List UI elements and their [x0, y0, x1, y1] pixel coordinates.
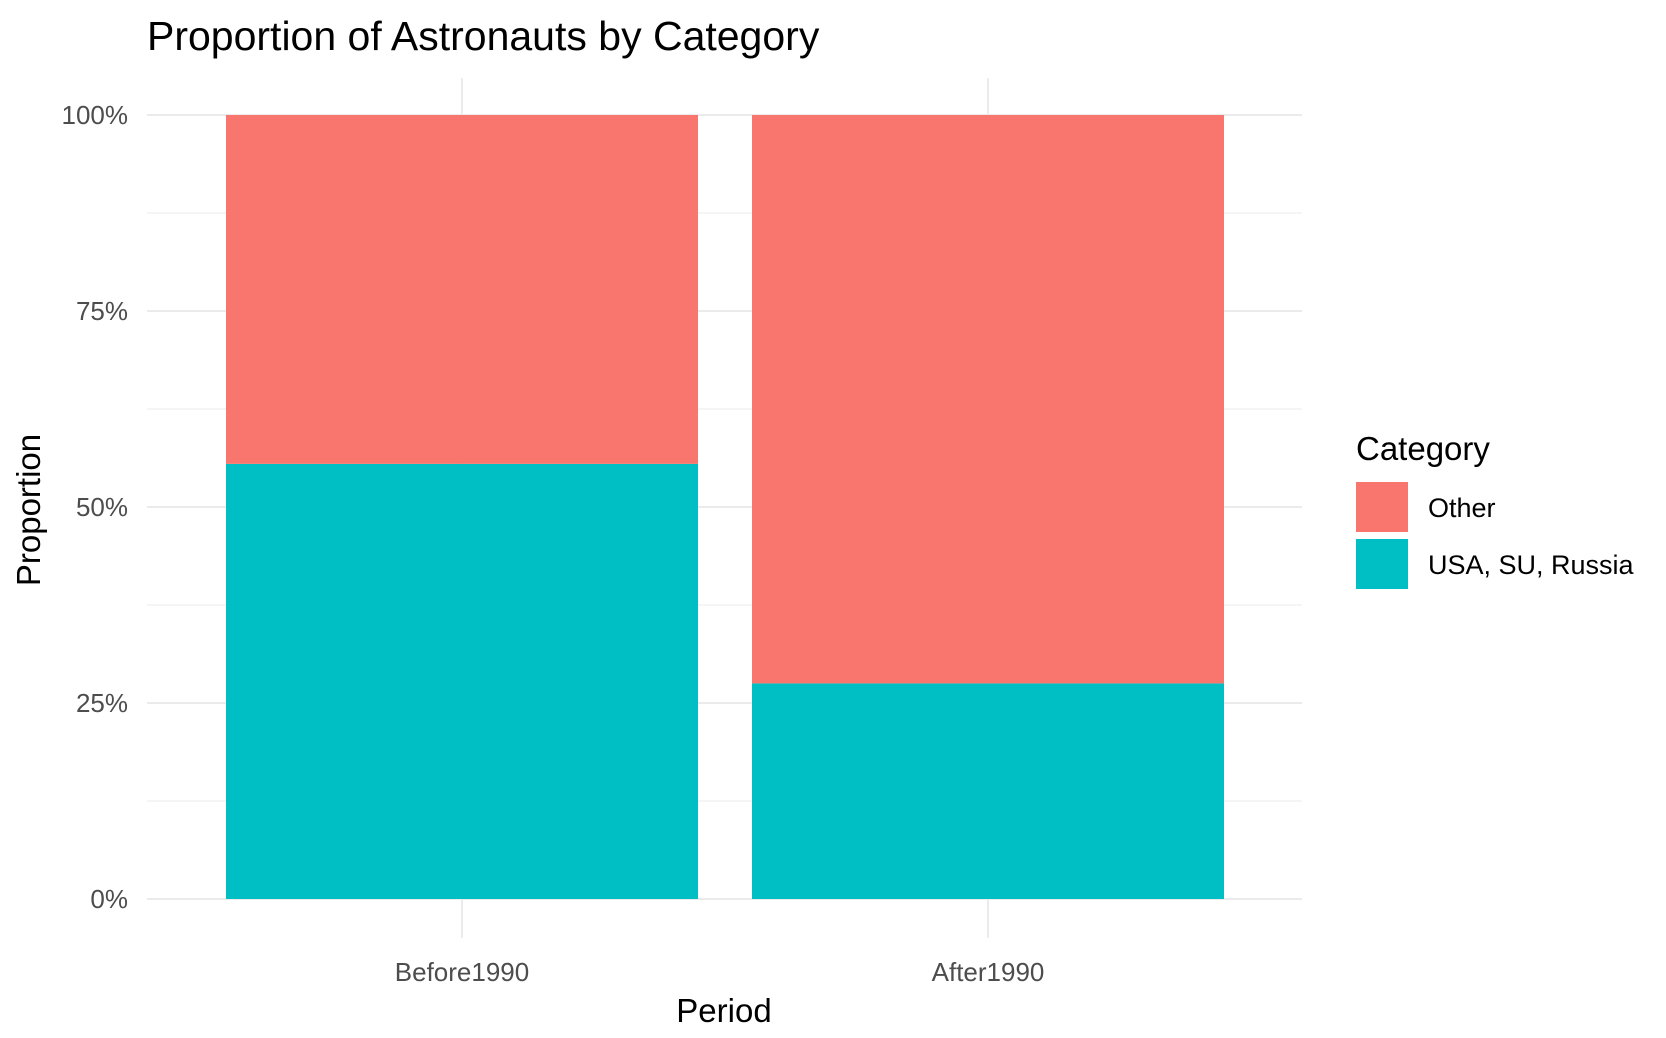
x-axis-ticks: Before1990 After1990 — [395, 957, 1045, 987]
legend-label: Other — [1428, 493, 1496, 523]
y-tick-label: 100% — [62, 100, 129, 130]
y-tick-label: 0% — [90, 884, 128, 914]
x-axis-title: Period — [676, 992, 771, 1029]
legend-key — [1356, 482, 1408, 532]
bars — [226, 115, 1224, 899]
bar-segment — [226, 115, 698, 464]
y-tick-label: 50% — [76, 492, 128, 522]
bar-segment — [226, 463, 698, 899]
legend: Category Other USA, SU, Russia — [1356, 430, 1635, 589]
bar-segment — [752, 115, 1224, 684]
x-tick-label: Before1990 — [395, 957, 529, 987]
y-tick-label: 25% — [76, 688, 128, 718]
legend-key — [1356, 539, 1408, 589]
chart-title: Proportion of Astronauts by Category — [147, 13, 820, 59]
y-axis-title: Proportion — [10, 434, 47, 586]
y-tick-label: 75% — [76, 296, 128, 326]
legend-label: USA, SU, Russia — [1428, 550, 1635, 580]
x-tick-label: After1990 — [932, 957, 1045, 987]
bar-segment — [752, 683, 1224, 899]
legend-title: Category — [1356, 430, 1490, 467]
y-axis-ticks: 0% 25% 50% 75% 100% — [62, 100, 129, 914]
